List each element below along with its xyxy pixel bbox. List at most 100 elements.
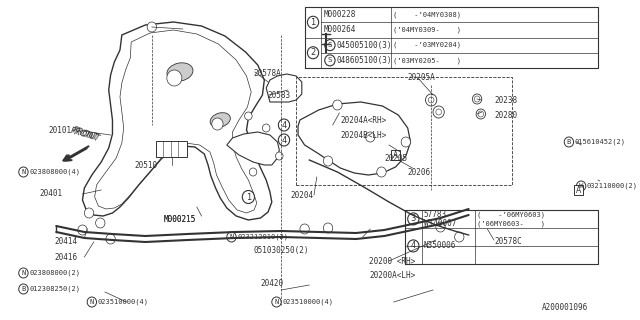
Text: N350006: N350006: [424, 241, 456, 251]
Ellipse shape: [210, 113, 230, 127]
FancyBboxPatch shape: [391, 150, 400, 160]
Text: A: A: [393, 150, 398, 159]
Text: 051030250(2): 051030250(2): [253, 246, 308, 255]
Text: S: S: [328, 42, 332, 48]
Text: 032110000(2): 032110000(2): [587, 183, 637, 189]
Text: 023212010(2): 023212010(2): [237, 234, 288, 240]
Text: 57783: 57783: [424, 210, 447, 219]
Text: 20414: 20414: [54, 237, 77, 246]
Circle shape: [324, 55, 335, 66]
Circle shape: [244, 112, 252, 120]
Circle shape: [324, 40, 335, 51]
Circle shape: [250, 168, 257, 176]
Text: 4: 4: [411, 241, 416, 251]
Text: 045005100(3): 045005100(3): [337, 41, 392, 50]
Circle shape: [278, 119, 290, 131]
Text: 20205A: 20205A: [408, 73, 435, 82]
Circle shape: [87, 297, 97, 307]
Circle shape: [307, 47, 319, 59]
Text: FRONT: FRONT: [69, 126, 99, 142]
Circle shape: [106, 234, 115, 244]
Text: 20101: 20101: [49, 125, 72, 134]
Text: M000264: M000264: [323, 25, 356, 34]
Circle shape: [577, 181, 586, 191]
Text: S: S: [328, 57, 332, 63]
Circle shape: [433, 106, 444, 118]
Text: N: N: [21, 270, 26, 276]
Circle shape: [19, 167, 28, 177]
Circle shape: [476, 109, 486, 119]
Circle shape: [300, 224, 309, 234]
Polygon shape: [266, 74, 302, 102]
Text: W: W: [579, 183, 583, 189]
Circle shape: [212, 118, 223, 130]
Text: 4: 4: [282, 135, 287, 145]
Text: 023808000(2): 023808000(2): [29, 270, 80, 276]
Text: 20205: 20205: [384, 154, 408, 163]
Text: (’06MY0603-    ): (’06MY0603- ): [477, 220, 545, 227]
Polygon shape: [83, 22, 272, 220]
Text: N: N: [90, 299, 94, 305]
Text: (’04MY0309-    ): (’04MY0309- ): [393, 27, 461, 33]
Text: W140007: W140007: [424, 219, 456, 228]
Text: 015610452(2): 015610452(2): [575, 139, 625, 145]
Circle shape: [333, 100, 342, 110]
Circle shape: [278, 134, 290, 146]
Text: 20204: 20204: [291, 190, 314, 199]
Text: A200001096: A200001096: [542, 303, 589, 312]
Text: 20401: 20401: [40, 189, 63, 198]
Circle shape: [401, 137, 410, 147]
Text: 3: 3: [411, 214, 416, 223]
Circle shape: [78, 225, 87, 235]
Polygon shape: [298, 102, 410, 175]
Text: 048605100(3): 048605100(3): [337, 56, 392, 65]
Text: 20204B<LH>: 20204B<LH>: [340, 131, 387, 140]
Text: (’03MY0205-    ): (’03MY0205- ): [393, 57, 461, 64]
Circle shape: [84, 208, 93, 218]
Text: B: B: [567, 139, 571, 145]
Text: 023510000(4): 023510000(4): [282, 299, 333, 305]
Text: 20510: 20510: [134, 161, 157, 170]
Text: 20416: 20416: [54, 253, 77, 262]
Text: N: N: [275, 299, 278, 305]
Circle shape: [19, 268, 28, 278]
Text: 20578A: 20578A: [253, 68, 281, 77]
Circle shape: [167, 70, 182, 86]
Circle shape: [307, 16, 319, 28]
Text: N: N: [229, 234, 234, 240]
Text: M000215: M000215: [164, 215, 196, 225]
Text: 1: 1: [310, 18, 316, 27]
Circle shape: [227, 232, 236, 242]
Circle shape: [436, 222, 445, 232]
Circle shape: [564, 137, 573, 147]
Text: 012308250(2): 012308250(2): [29, 286, 80, 292]
Circle shape: [19, 284, 28, 294]
Text: 023808000(4): 023808000(4): [29, 169, 80, 175]
Text: 2: 2: [310, 48, 316, 57]
Text: 20200A<LH>: 20200A<LH>: [369, 271, 415, 281]
Circle shape: [377, 167, 386, 177]
Text: FRONT: FRONT: [71, 126, 101, 144]
Text: 1: 1: [246, 193, 251, 202]
Circle shape: [95, 218, 105, 228]
Text: 20578C: 20578C: [495, 237, 523, 246]
Text: 20238: 20238: [494, 95, 517, 105]
FancyBboxPatch shape: [156, 141, 188, 157]
Circle shape: [323, 223, 333, 233]
Circle shape: [323, 156, 333, 166]
Text: 20200 <RH>: 20200 <RH>: [369, 257, 415, 266]
Text: A: A: [575, 186, 581, 195]
Text: B: B: [21, 286, 26, 292]
Text: 20420: 20420: [260, 278, 284, 287]
Text: 20206: 20206: [408, 167, 431, 177]
Circle shape: [262, 124, 270, 132]
Circle shape: [365, 132, 375, 142]
Circle shape: [243, 190, 255, 204]
Text: (    -’03MY0204): ( -’03MY0204): [393, 42, 461, 48]
Text: 20204A<RH>: 20204A<RH>: [340, 116, 387, 124]
Circle shape: [272, 297, 281, 307]
Text: M000228: M000228: [323, 10, 356, 19]
Text: 023510000(4): 023510000(4): [97, 299, 148, 305]
Circle shape: [408, 240, 419, 252]
Ellipse shape: [167, 63, 193, 81]
